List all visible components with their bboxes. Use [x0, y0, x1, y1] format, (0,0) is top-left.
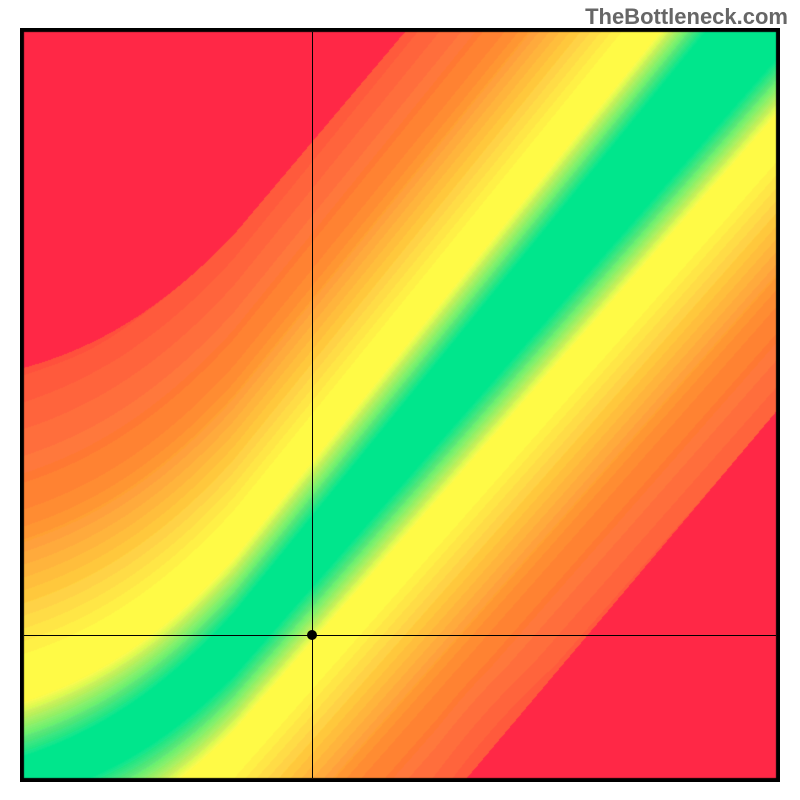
crosshair-horizontal — [24, 635, 776, 636]
chart-container: TheBottleneck.com — [0, 0, 800, 800]
crosshair-marker — [307, 630, 317, 640]
crosshair-vertical — [312, 32, 313, 778]
heatmap-plot — [20, 28, 780, 782]
heatmap-canvas — [20, 28, 780, 782]
attribution-text: TheBottleneck.com — [585, 4, 788, 30]
